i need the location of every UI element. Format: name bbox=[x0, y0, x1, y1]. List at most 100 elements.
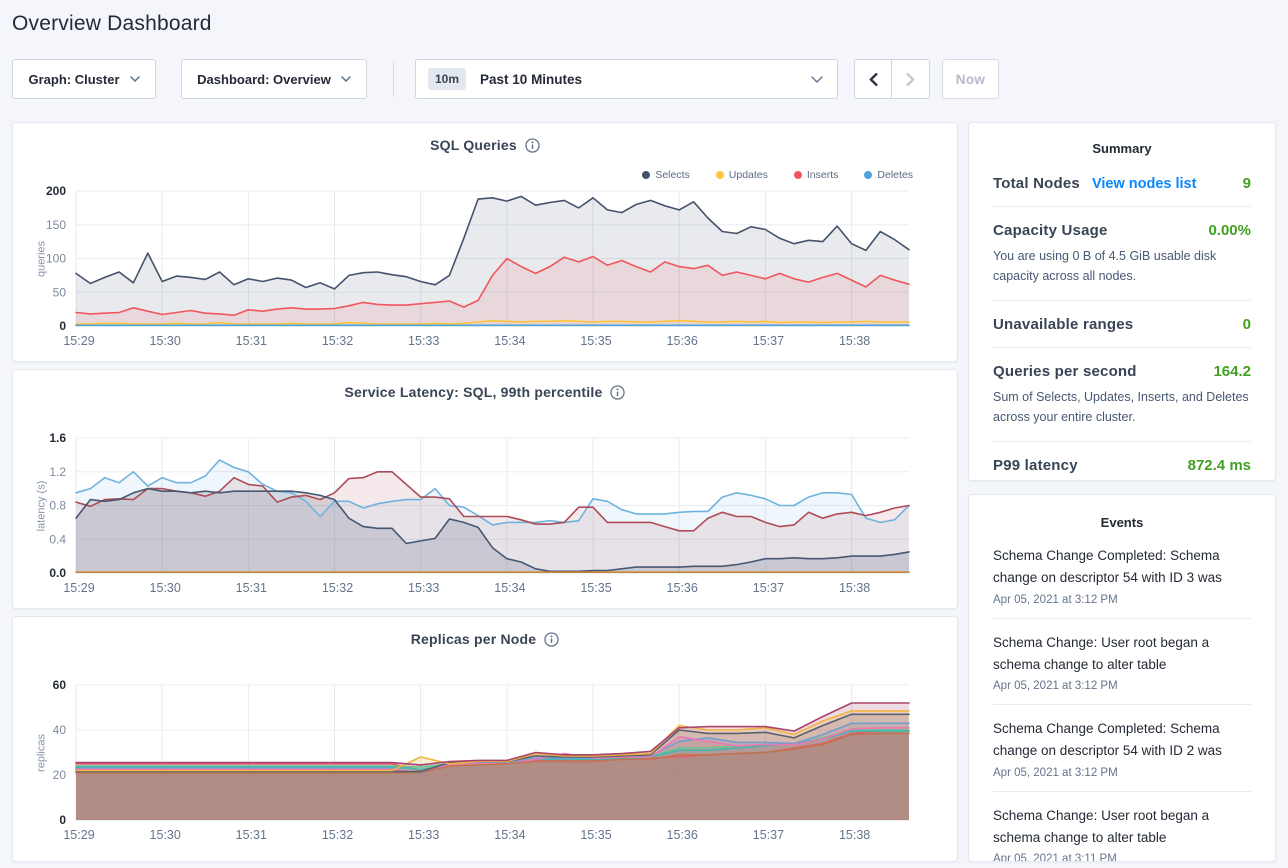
chart-legend: Selects Updates Inserts Deletes bbox=[642, 169, 913, 181]
time-range-picker[interactable]: 10m Past 10 Minutes bbox=[415, 59, 838, 99]
svg-text:100: 100 bbox=[46, 252, 66, 266]
svg-text:150: 150 bbox=[46, 218, 66, 232]
summary-label: Total Nodes bbox=[993, 175, 1080, 192]
event-text: Schema Change Completed: Schema change o… bbox=[993, 721, 1222, 759]
legend-label: Deletes bbox=[877, 169, 913, 181]
replicas-per-node-chart[interactable]: 15:29 15:30 15:31 15:32 15:33 15:34 15:35 15:36… bbox=[13, 673, 958, 849]
svg-text:15:30: 15:30 bbox=[150, 828, 181, 842]
svg-text:15:34: 15:34 bbox=[494, 581, 525, 595]
time-step-buttons bbox=[854, 59, 930, 99]
summary-row-queries-per-second: Queries per second 164.2 Sum of Selects,… bbox=[993, 348, 1251, 442]
info-icon[interactable] bbox=[610, 384, 626, 400]
svg-text:15:30: 15:30 bbox=[150, 334, 181, 348]
summary-label: Unavailable ranges bbox=[993, 316, 1134, 333]
service-latency-chart[interactable]: 15:29 15:30 15:31 15:32 15:33 15:34 15:35 15:36… bbox=[13, 426, 958, 602]
svg-text:60: 60 bbox=[53, 678, 67, 692]
event-text: Schema Change: User root began a schema … bbox=[993, 634, 1210, 672]
svg-text:20: 20 bbox=[53, 768, 67, 782]
chevron-down-icon bbox=[811, 75, 823, 83]
svg-text:15:37: 15:37 bbox=[753, 581, 784, 595]
info-icon[interactable] bbox=[544, 631, 559, 647]
legend-item-updates: Updates bbox=[715, 169, 768, 181]
now-button[interactable]: Now bbox=[942, 59, 999, 99]
svg-text:1.6: 1.6 bbox=[49, 431, 66, 445]
summary-row-total-nodes: Total Nodes View nodes list 9 bbox=[993, 160, 1251, 207]
time-back-button[interactable] bbox=[854, 59, 892, 99]
sql-queries-chart[interactable]: 15:29 15:30 15:31 15:32 15:33 15:34 15:35 15:36… bbox=[13, 179, 958, 355]
svg-text:15:30: 15:30 bbox=[150, 581, 181, 595]
time-forward-button[interactable] bbox=[892, 59, 930, 99]
chevron-right-icon bbox=[906, 72, 915, 86]
replicas-per-node-panel: Replicas per Node replicas 15:29 15:30 15:… bbox=[12, 616, 958, 862]
view-nodes-list-link[interactable]: View nodes list bbox=[1091, 176, 1197, 192]
charts-column: SQL Queries Selects Updates Inserts Deletes… bbox=[12, 122, 958, 862]
svg-text:15:32: 15:32 bbox=[322, 581, 353, 595]
svg-text:15:35: 15:35 bbox=[580, 581, 611, 595]
legend-dot bbox=[864, 171, 873, 179]
svg-text:15:38: 15:38 bbox=[839, 334, 870, 348]
summary-note: You are using 0 B of 4.5 GiB usable disk… bbox=[993, 249, 1217, 283]
toolbar-divider bbox=[393, 61, 394, 97]
chart-title: Service Latency: SQL, 99th percentile bbox=[344, 384, 603, 400]
summary-value: 0.00% bbox=[1208, 222, 1251, 239]
legend-label: Inserts bbox=[806, 169, 839, 181]
svg-text:15:29: 15:29 bbox=[63, 828, 94, 842]
summary-value: 0 bbox=[1242, 316, 1251, 333]
svg-text:200: 200 bbox=[46, 184, 66, 198]
summary-row-unavailable-ranges: Unavailable ranges 0 bbox=[993, 301, 1251, 348]
svg-text:15:33: 15:33 bbox=[408, 828, 439, 842]
legend-item-deletes: Deletes bbox=[864, 169, 913, 181]
svg-text:15:31: 15:31 bbox=[236, 828, 267, 842]
event-item: Schema Change: User root began a schema … bbox=[993, 792, 1251, 862]
svg-text:15:37: 15:37 bbox=[753, 828, 784, 842]
legend-item-selects: Selects bbox=[642, 169, 690, 181]
graph-dropdown[interactable]: Graph: Cluster bbox=[12, 59, 156, 99]
svg-text:15:34: 15:34 bbox=[494, 334, 525, 348]
event-timestamp: Apr 05, 2021 at 3:12 PM bbox=[993, 766, 1118, 779]
svg-text:15:36: 15:36 bbox=[667, 334, 698, 348]
legend-label: Selects bbox=[655, 169, 690, 181]
svg-text:15:31: 15:31 bbox=[236, 334, 267, 348]
service-latency-panel: Service Latency: SQL, 99th percentile la… bbox=[12, 369, 958, 609]
graph-dropdown-label: Graph: Cluster bbox=[28, 71, 120, 87]
events-title: Events bbox=[1100, 515, 1144, 530]
side-column: Summary Total Nodes View nodes list 9 Ca… bbox=[968, 122, 1276, 862]
event-text: Schema Change Completed: Schema change o… bbox=[993, 548, 1222, 586]
summary-row-capacity-usage: Capacity Usage 0.00% You are using 0 B o… bbox=[993, 207, 1251, 301]
svg-text:15:38: 15:38 bbox=[839, 828, 870, 842]
svg-text:15:31: 15:31 bbox=[236, 581, 267, 595]
time-range-label: Past 10 Minutes bbox=[480, 71, 583, 87]
svg-text:0.0: 0.0 bbox=[49, 566, 66, 580]
summary-label: Capacity Usage bbox=[993, 222, 1108, 239]
page-title: Overview Dashboard bbox=[12, 12, 212, 35]
svg-text:0.4: 0.4 bbox=[49, 532, 66, 546]
svg-text:15:38: 15:38 bbox=[839, 581, 870, 595]
svg-text:15:34: 15:34 bbox=[494, 828, 525, 842]
svg-text:15:32: 15:32 bbox=[322, 334, 353, 348]
svg-text:15:35: 15:35 bbox=[580, 334, 611, 348]
summary-note: Sum of Selects, Updates, Inserts, and De… bbox=[993, 390, 1249, 424]
summary-label: Queries per second bbox=[993, 363, 1137, 380]
event-item: Schema Change: User root began a schema … bbox=[993, 619, 1251, 706]
dashboard-dropdown[interactable]: Dashboard: Overview bbox=[181, 59, 367, 99]
svg-text:15:37: 15:37 bbox=[753, 334, 784, 348]
summary-label: P99 latency bbox=[993, 457, 1078, 474]
svg-text:15:33: 15:33 bbox=[408, 334, 439, 348]
svg-text:15:32: 15:32 bbox=[322, 828, 353, 842]
chart-title: SQL Queries bbox=[430, 137, 517, 153]
chevron-down-icon bbox=[129, 76, 140, 82]
summary-value: 9 bbox=[1242, 175, 1251, 192]
summary-value: 164.2 bbox=[1213, 363, 1251, 380]
chart-header: Service Latency: SQL, 99th percentile bbox=[13, 384, 957, 400]
svg-text:15:29: 15:29 bbox=[63, 334, 94, 348]
svg-text:1.2: 1.2 bbox=[49, 465, 66, 479]
event-timestamp: Apr 05, 2021 at 3:11 PM bbox=[993, 853, 1117, 862]
info-icon[interactable] bbox=[525, 137, 540, 153]
svg-text:15:35: 15:35 bbox=[580, 828, 611, 842]
svg-text:0: 0 bbox=[59, 813, 66, 827]
svg-text:15:33: 15:33 bbox=[408, 581, 439, 595]
svg-text:40: 40 bbox=[53, 723, 67, 737]
legend-label: Updates bbox=[728, 169, 768, 181]
legend-dot bbox=[715, 171, 724, 179]
event-timestamp: Apr 05, 2021 at 3:12 PM bbox=[993, 593, 1118, 606]
